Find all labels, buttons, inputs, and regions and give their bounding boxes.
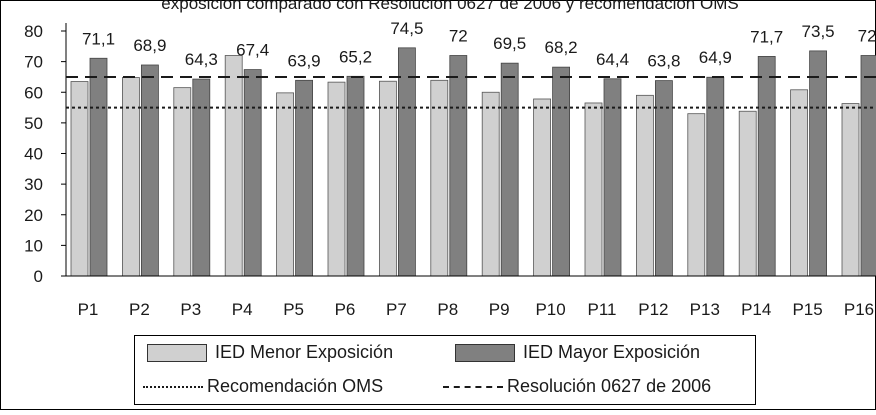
bar-menor-exposicion [584, 102, 603, 277]
bar-menor-exposicion [687, 113, 706, 277]
bar-menor-exposicion [276, 92, 295, 277]
bar-mayor-exposicion [500, 62, 519, 277]
bar-mayor-exposicion [397, 47, 416, 277]
x-tick-label: P2 [129, 300, 150, 319]
data-label-mayor: 73,5 [802, 22, 835, 41]
bar-mayor-exposicion [860, 55, 876, 277]
legend-label-oms: Recomendación OMS [207, 376, 384, 396]
legend: IED Menor Exposición IED Mayor Exposició… [134, 335, 756, 405]
legend-line-resolucion [443, 385, 503, 388]
data-label-mayor: 68,9 [133, 36, 166, 55]
y-tick-label: 80 [24, 22, 43, 41]
bar-mayor-exposicion [552, 66, 570, 277]
x-tick-label: P16 [844, 300, 874, 319]
data-label-mayor: 64,4 [596, 50, 629, 69]
bar-menor-exposicion [70, 81, 89, 277]
x-tick-label: P7 [386, 300, 407, 319]
data-label-mayor: 65,2 [339, 47, 372, 66]
y-tick-label: 0 [34, 267, 43, 286]
bar-menor-exposicion [122, 77, 140, 277]
x-tick-label: P12 [638, 300, 668, 319]
x-tick-label: P14 [741, 300, 771, 319]
x-tick-label: P5 [283, 300, 304, 319]
x-tick-label: P1 [78, 300, 99, 319]
x-tick-label: P15 [792, 300, 822, 319]
legend-label-resolucion: Resolución 0627 de 2006 [507, 376, 712, 396]
x-tick-label: P9 [489, 300, 510, 319]
bar-mayor-exposicion [655, 80, 673, 277]
chart-title: exposición comparado con Resolución 0627… [161, 0, 738, 13]
x-tick-label: P6 [335, 300, 356, 319]
bar-mayor-exposicion [89, 57, 108, 277]
x-tick-label: P4 [232, 300, 253, 319]
bar-menor-exposicion [173, 87, 192, 277]
data-label-mayor: 67,4 [236, 41, 269, 60]
data-labels: 71,1 68,9 64,3 67,4 63,9 65,2 74,5 72 69,5 68,2 64… [82, 19, 876, 71]
bar-mayor-exposicion [295, 79, 314, 277]
x-tick-label: P13 [690, 300, 720, 319]
bar-menor-exposicion [224, 55, 243, 277]
data-label-mayor: 69,5 [493, 34, 526, 53]
data-label-mayor: 71,7 [750, 27, 783, 46]
bar-menor-exposicion [430, 79, 449, 277]
data-label-mayor: 72, [858, 27, 876, 46]
x-tick-label: P10 [535, 300, 565, 319]
y-tick-label: 70 [24, 53, 43, 72]
data-label-mayor: 68,2 [545, 38, 578, 57]
bar-menor-exposicion [533, 98, 551, 277]
bar-menor-exposicion [738, 110, 757, 277]
data-label-mayor: 64,9 [699, 48, 732, 67]
bar-mayor-exposicion [449, 55, 468, 277]
bar-mayor-exposicion [346, 75, 365, 277]
y-axis: 0 10 20 30 40 50 60 70 80 [24, 22, 67, 286]
legend-label-mayor: IED Mayor Exposición [523, 342, 701, 362]
legend-item-resolucion: Resolución 0627 de 2006 [443, 376, 711, 397]
y-tick-label: 30 [24, 175, 43, 194]
x-tick-label: P8 [437, 300, 458, 319]
bar-menor-exposicion [790, 89, 808, 277]
legend-item-mayor: IED Mayor Exposición [455, 342, 700, 363]
bar-mayor-exposicion [757, 56, 776, 277]
y-tick-label: 60 [24, 83, 43, 102]
x-tick-label: P11 [588, 300, 617, 319]
y-tick-label: 10 [24, 236, 43, 255]
legend-label-menor: IED Menor Exposición [215, 342, 394, 362]
legend-line-oms [143, 385, 203, 388]
data-label-mayor: 63,8 [647, 52, 680, 71]
legend-item-oms: Recomendación OMS [143, 376, 383, 397]
legend-swatch-menor [147, 343, 207, 362]
y-tick-label: 40 [24, 145, 43, 164]
data-label-mayor: 74,5 [390, 19, 423, 38]
y-tick-label: 50 [24, 114, 43, 133]
legend-swatch-mayor [455, 343, 515, 362]
bars [70, 47, 876, 277]
bar-menor-exposicion [481, 91, 500, 277]
bar-mayor-exposicion [809, 50, 827, 277]
bar-mayor-exposicion [140, 64, 159, 277]
bar-menor-exposicion [327, 81, 346, 277]
bar-mayor-exposicion [192, 78, 211, 277]
data-label-mayor: 63,9 [288, 51, 321, 70]
y-tick-label: 20 [24, 206, 43, 225]
x-tick-label: P3 [180, 300, 201, 319]
bar-menor-exposicion [378, 80, 397, 277]
data-label-mayor: 72 [449, 27, 468, 46]
bar-menor-exposicion [636, 94, 654, 277]
data-label-mayor: 71,1 [82, 29, 115, 48]
x-axis: P1 P2 P3 P4 P5 P6 P7 P8 P9 P10 P11 P12 P13 P14 P15 P16 [66, 275, 876, 319]
reference-lines [66, 75, 876, 109]
data-label-mayor: 64,3 [185, 50, 218, 69]
bar-menor-exposicion [841, 103, 860, 277]
legend-item-menor: IED Menor Exposición [147, 342, 393, 363]
bar-mayor-exposicion [243, 69, 262, 277]
